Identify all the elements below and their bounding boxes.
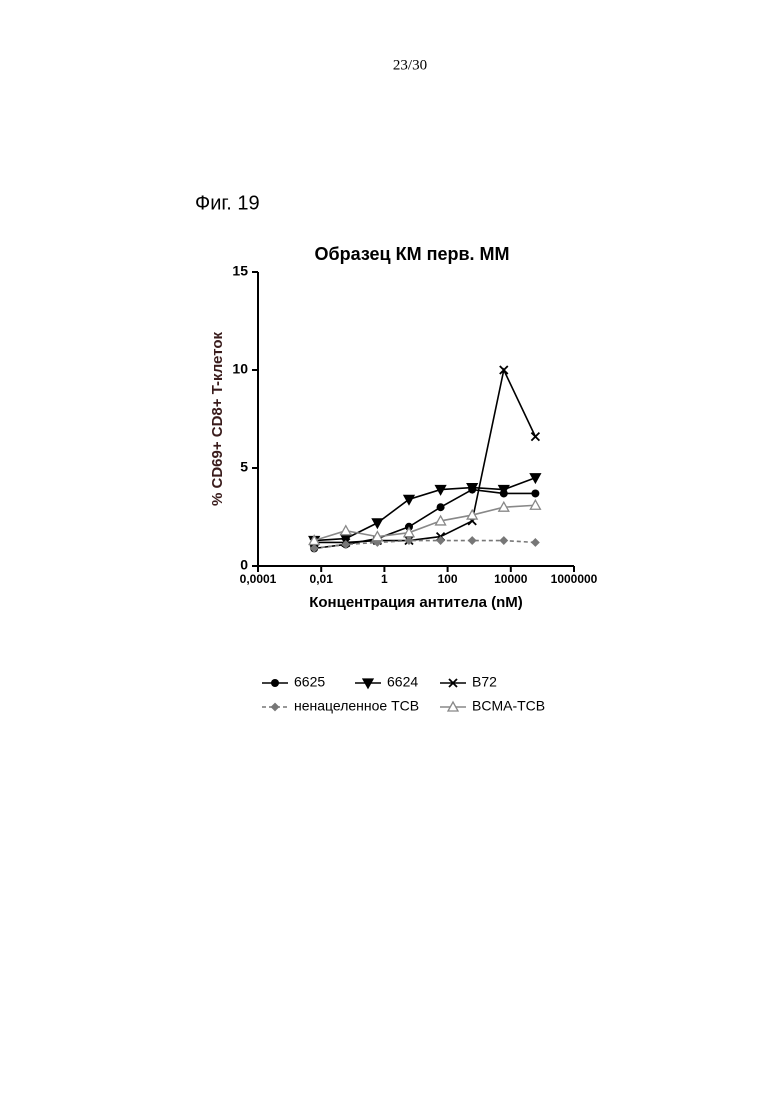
figure-label: Фиг. 19 — [195, 192, 260, 214]
x-tick-label: 0,01 — [310, 572, 334, 586]
x-tick-label: 100 — [438, 572, 458, 586]
marker — [404, 495, 414, 504]
legend-label: ненацеленное TCB — [294, 698, 419, 714]
legend-marker — [271, 679, 279, 687]
chart-title: Образец КМ перв. ММ — [314, 244, 509, 264]
x-tick-label: 10000 — [494, 572, 528, 586]
legend-label: 6625 — [294, 674, 325, 690]
x-tick-label: 1000000 — [551, 572, 598, 586]
legend-marker — [272, 704, 279, 711]
marker — [341, 526, 351, 535]
legend-label: 6624 — [387, 674, 418, 690]
marker — [531, 489, 539, 497]
legend-label: BCMA-TCB — [472, 698, 545, 714]
page: 23/30 Фиг. 19 Образец КМ перв. ММ Концен… — [0, 0, 780, 1103]
y-tick-label: 15 — [232, 263, 248, 279]
y-axis-title: % CD69+ CD8+ T-клеток — [209, 331, 226, 506]
y-tick-label: 5 — [240, 459, 248, 475]
x-tick-label: 0,0001 — [240, 572, 277, 586]
marker — [532, 539, 539, 546]
marker — [500, 537, 507, 544]
marker — [372, 519, 382, 528]
x-tick-label: 1 — [381, 572, 388, 586]
y-tick-label: 10 — [232, 361, 248, 377]
page-number: 23/30 — [393, 57, 427, 73]
marker — [437, 503, 445, 511]
x-axis-title: Концентрация антитела (nM) — [309, 594, 523, 611]
y-tick-label: 0 — [240, 557, 248, 573]
marker — [531, 433, 539, 441]
legend-label: B72 — [472, 674, 497, 690]
marker — [469, 537, 476, 544]
